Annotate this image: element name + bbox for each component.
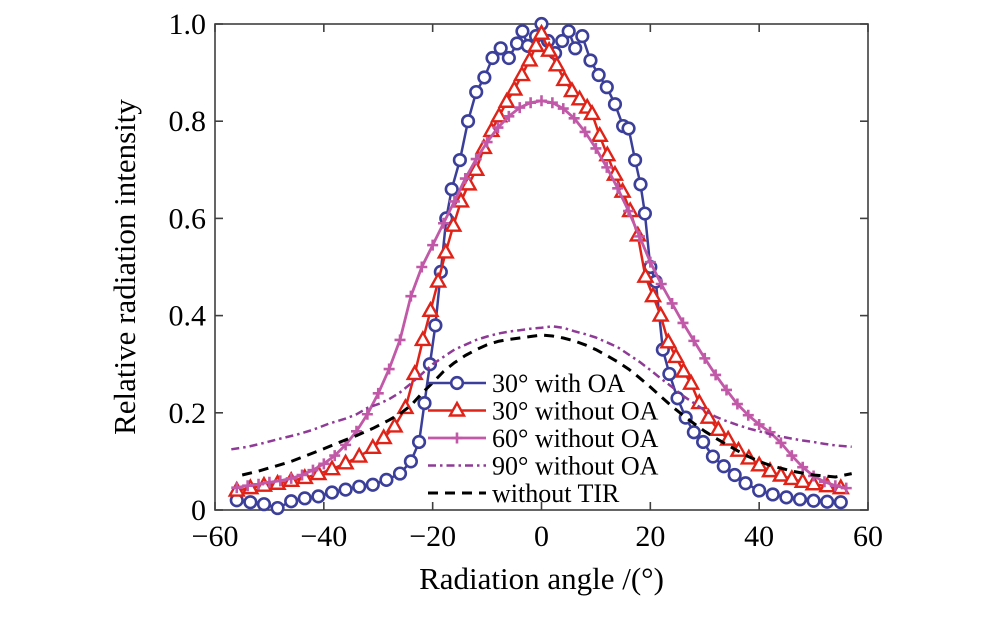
y-tick-label: 0.4: [169, 300, 207, 333]
legend-label: 30° without OA: [492, 397, 659, 426]
x-tick-label: −60: [192, 520, 239, 553]
y-tick-label: 1.0: [169, 8, 207, 41]
series-markers-2: [231, 95, 852, 494]
legend-item: 60° without OA: [428, 424, 659, 453]
legend-item: 90° without OA: [428, 452, 659, 481]
legend-label: 90° without OA: [492, 452, 659, 481]
legend-label: 30° with OA: [492, 369, 625, 398]
legend-label: without TIR: [492, 479, 620, 508]
x-tick-label: −20: [409, 520, 456, 553]
legend-item: 30° with OA: [428, 369, 625, 398]
series-line-3: [231, 325, 852, 451]
legend-label: 60° without OA: [492, 424, 659, 453]
series-line-4: [241, 333, 853, 479]
x-tick-label: 60: [853, 520, 883, 553]
x-axis-label: Radiation angle /(°): [419, 561, 664, 596]
legend-item: 30° without OA: [428, 397, 659, 426]
x-tick-label: 0: [534, 520, 549, 553]
y-tick-label: 0.6: [169, 202, 207, 235]
y-tick-label: 0: [191, 494, 206, 527]
y-tick-label: 0.8: [169, 105, 207, 138]
x-tick-label: 40: [744, 520, 774, 553]
y-axis-label: Relative radiation intensity: [107, 99, 142, 435]
legend-item: without TIR: [428, 479, 620, 508]
x-tick-label: 20: [635, 520, 665, 553]
x-tick-label: −40: [300, 520, 347, 553]
y-tick-label: 0.2: [169, 397, 207, 430]
